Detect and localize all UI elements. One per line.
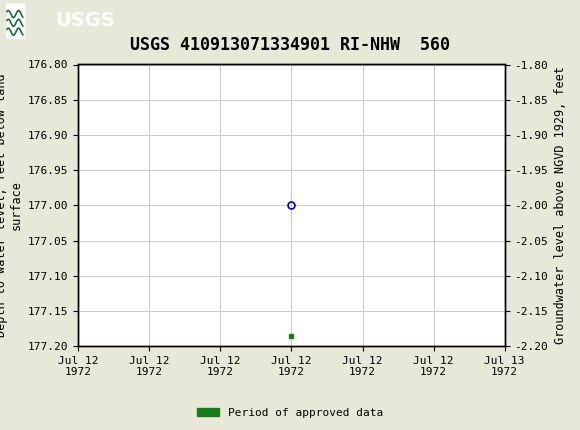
Bar <box>6 3 24 39</box>
Y-axis label: Depth to water level, feet below land
surface: Depth to water level, feet below land su… <box>0 74 23 337</box>
Legend: Period of approved data: Period of approved data <box>193 403 387 422</box>
Text: USGS: USGS <box>55 11 115 30</box>
Y-axis label: Groundwater level above NGVD 1929, feet: Groundwater level above NGVD 1929, feet <box>554 66 567 344</box>
Text: USGS 410913071334901 RI-NHW  560: USGS 410913071334901 RI-NHW 560 <box>130 36 450 54</box>
